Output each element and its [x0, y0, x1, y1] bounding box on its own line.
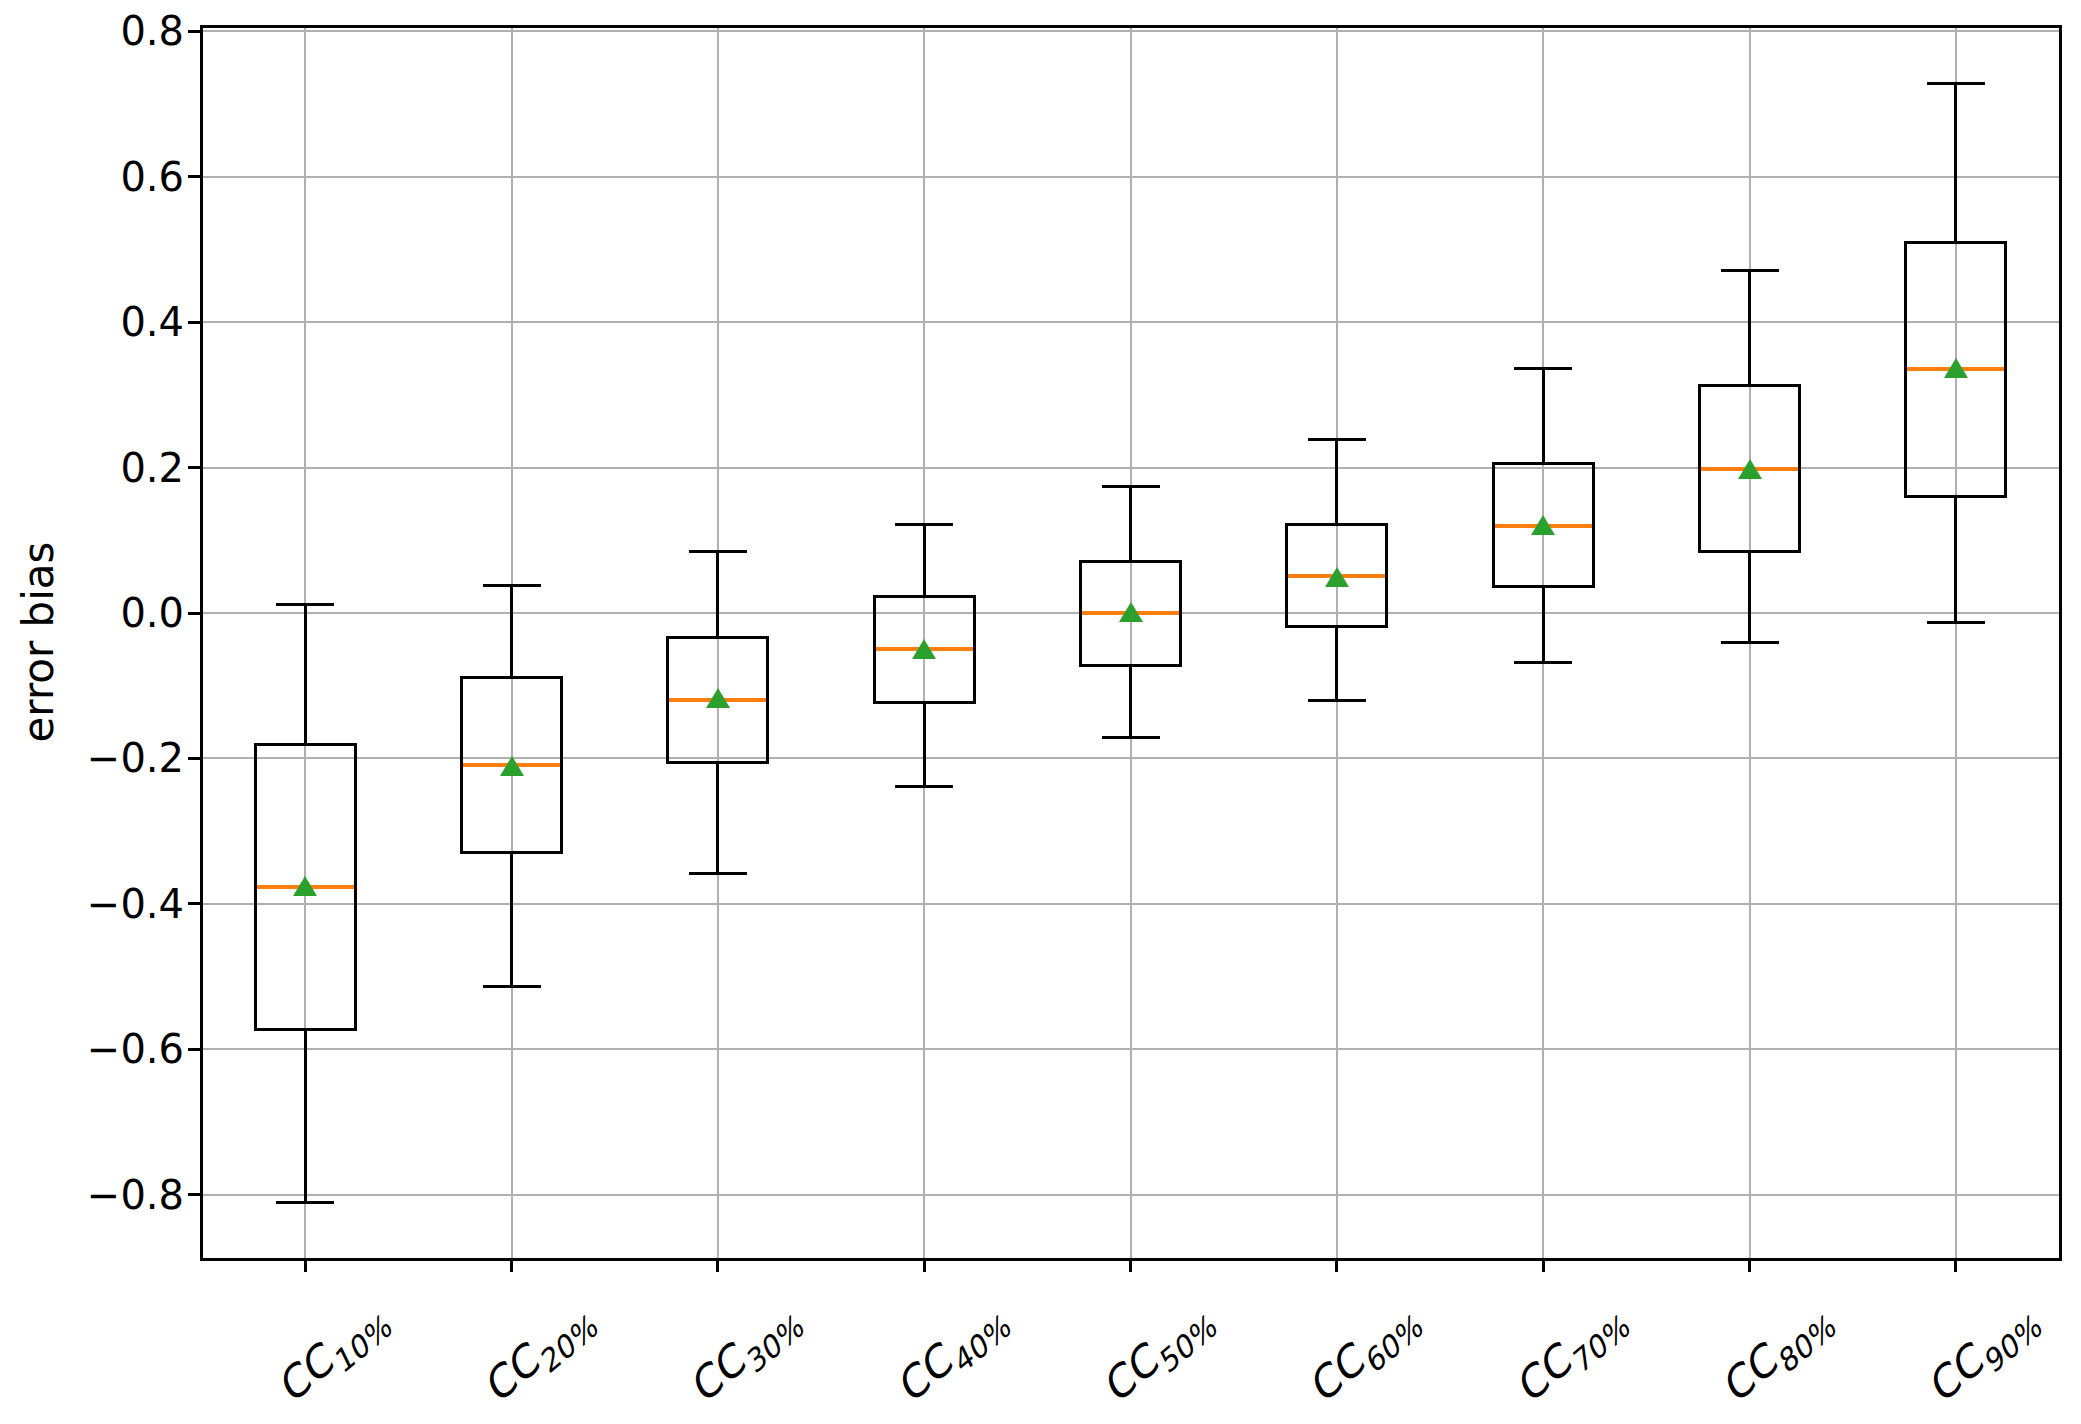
whisker-lower	[923, 704, 926, 786]
whisker-cap-lower	[276, 1201, 334, 1204]
whisker-lower	[1335, 628, 1338, 700]
mean-marker	[706, 688, 730, 708]
whisker-lower	[1748, 553, 1751, 642]
series-layer	[0, 0, 2081, 1424]
whisker-cap-lower	[1514, 661, 1572, 664]
whisker-cap-upper	[1308, 438, 1366, 441]
mean-marker	[500, 756, 524, 776]
whisker-upper	[1129, 487, 1132, 560]
whisker-cap-upper	[895, 523, 953, 526]
mean-marker	[1944, 358, 1968, 378]
whisker-cap-lower	[1721, 641, 1779, 644]
whisker-lower	[510, 854, 513, 986]
whisker-lower	[304, 1031, 307, 1202]
whisker-cap-lower	[483, 985, 541, 988]
whisker-upper	[716, 552, 719, 636]
whisker-cap-lower	[1927, 621, 1985, 624]
mean-marker	[1119, 602, 1143, 622]
mean-marker	[293, 876, 317, 896]
whisker-upper	[1542, 368, 1545, 462]
mean-marker	[912, 639, 936, 659]
whisker-cap-upper	[276, 603, 334, 606]
whisker-lower	[1954, 498, 1957, 622]
boxplot-figure: error bias 0.80.60.40.20.0−0.2−0.4−0.6−0…	[0, 0, 2081, 1424]
whisker-lower	[716, 764, 719, 874]
whisker-cap-lower	[1102, 736, 1160, 739]
whisker-lower	[1542, 588, 1545, 662]
whisker-upper	[304, 604, 307, 743]
whisker-cap-upper	[1102, 485, 1160, 488]
whisker-cap-upper	[1514, 367, 1572, 370]
whisker-cap-lower	[1308, 699, 1366, 702]
whisker-upper	[923, 524, 926, 595]
whisker-upper	[1335, 439, 1338, 523]
whisker-cap-upper	[689, 550, 747, 553]
whisker-cap-lower	[895, 785, 953, 788]
mean-marker	[1531, 515, 1555, 535]
whisker-lower	[1129, 667, 1132, 738]
whisker-upper	[510, 585, 513, 676]
whisker-upper	[1748, 271, 1751, 384]
whisker-cap-upper	[1927, 82, 1985, 85]
whisker-cap-upper	[1721, 269, 1779, 272]
mean-marker	[1325, 567, 1349, 587]
mean-marker	[1738, 459, 1762, 479]
whisker-upper	[1954, 84, 1957, 241]
whisker-cap-upper	[483, 584, 541, 587]
whisker-cap-lower	[689, 872, 747, 875]
